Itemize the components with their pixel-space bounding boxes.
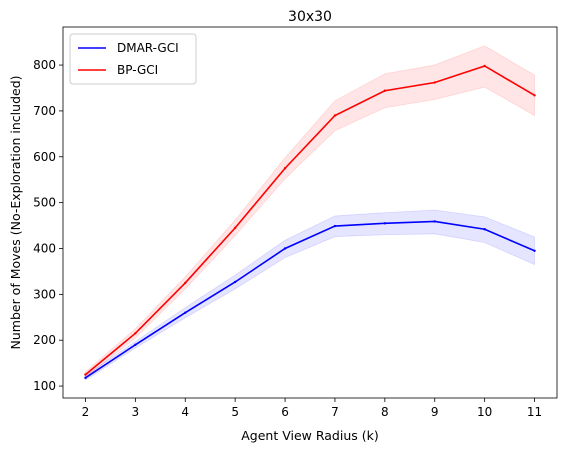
legend-box bbox=[69, 33, 197, 85]
x-tick-label: 10 bbox=[477, 405, 492, 419]
x-tick-label: 7 bbox=[331, 405, 339, 419]
data-point-dmar-gci bbox=[184, 311, 187, 314]
x-tick-label: 4 bbox=[181, 405, 189, 419]
data-point-dmar-gci bbox=[383, 222, 387, 225]
data-point-bp-gci bbox=[533, 94, 536, 97]
data-point-bp-gci bbox=[283, 167, 287, 170]
data-point-bp-gci bbox=[483, 64, 486, 68]
y-tick-label: 200 bbox=[33, 333, 56, 347]
data-point-bp-gci bbox=[433, 81, 436, 84]
legend: DMAR-GCI BP-GCI bbox=[69, 33, 197, 85]
data-point-dmar-gci bbox=[333, 224, 337, 228]
x-tick-label: 6 bbox=[281, 405, 289, 419]
data-point-bp-gci bbox=[134, 332, 137, 335]
data-point-bp-gci bbox=[184, 281, 187, 285]
series-lines bbox=[84, 64, 536, 380]
data-point-dmar-gci bbox=[134, 343, 137, 346]
y-tick-label: 800 bbox=[33, 58, 56, 72]
x-tick-label: 11 bbox=[527, 405, 542, 419]
y-axis-label: Number of Moves (No-Exploration included… bbox=[8, 76, 23, 350]
x-tick-label: 8 bbox=[381, 405, 389, 419]
x-tick-label: 3 bbox=[132, 405, 140, 419]
data-point-dmar-gci bbox=[433, 220, 436, 223]
band-bp-gci bbox=[85, 45, 535, 379]
y-tick-label: 300 bbox=[33, 287, 56, 301]
x-axis-label: Agent View Radius (k) bbox=[241, 428, 379, 443]
confidence-bands bbox=[85, 45, 535, 381]
data-point-bp-gci bbox=[333, 114, 337, 117]
x-tick-label: 5 bbox=[231, 405, 239, 419]
y-tick-label: 400 bbox=[33, 241, 56, 255]
y-tick-label: 100 bbox=[33, 379, 56, 393]
x-tick-label: 2 bbox=[82, 405, 90, 419]
y-tick-label: 700 bbox=[33, 104, 56, 118]
data-point-bp-gci bbox=[84, 373, 87, 376]
y-tick-label: 500 bbox=[33, 196, 56, 210]
data-point-bp-gci bbox=[383, 89, 387, 92]
y-axis-ticks: 100 200 300 400 500 600 700 800 bbox=[33, 58, 63, 393]
data-point-bp-gci bbox=[233, 226, 237, 230]
series-line-bp-gci bbox=[84, 65, 535, 376]
data-point-dmar-gci bbox=[483, 228, 486, 231]
x-tick-label: 9 bbox=[431, 405, 439, 419]
legend-label-dmar-gci: DMAR-GCI bbox=[117, 41, 179, 55]
band-dmar-gci bbox=[85, 209, 535, 381]
chart-title: 30x30 bbox=[288, 9, 332, 25]
legend-label-bp-gci: BP-GCI bbox=[117, 63, 158, 77]
data-point-dmar-gci bbox=[533, 249, 536, 252]
data-point-dmar-gci bbox=[84, 376, 87, 380]
data-point-dmar-gci bbox=[283, 247, 287, 250]
y-tick-label: 600 bbox=[33, 150, 56, 164]
data-point-dmar-gci bbox=[233, 280, 237, 284]
series-line-dmar-gci bbox=[85, 220, 535, 379]
plot-area bbox=[62, 26, 558, 399]
x-axis-ticks: 2 3 4 5 6 7 8 9 10 11 bbox=[82, 398, 542, 419]
